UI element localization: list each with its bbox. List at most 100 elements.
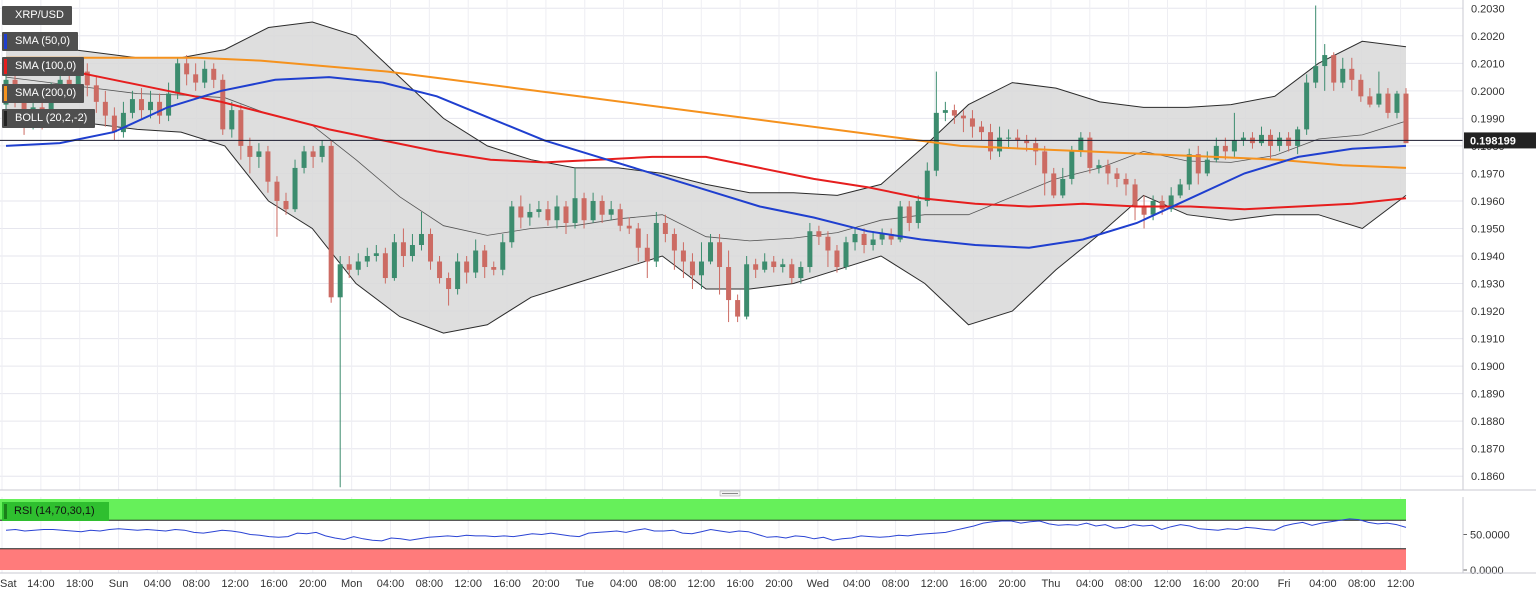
candle-body [1367, 96, 1373, 105]
candle [1313, 5, 1319, 89]
candle [211, 63, 217, 89]
candle-body [129, 99, 135, 113]
candle-body [1376, 93, 1382, 105]
candle-body [635, 228, 641, 248]
legend-sma100[interactable]: SMA (100,0) [2, 57, 85, 76]
candle-body [265, 151, 271, 182]
sma50-swatch [4, 34, 7, 49]
candle [120, 101, 126, 138]
legend-sma50[interactable]: SMA (50,0) [2, 32, 79, 51]
time-tick-label: 04:00 [1309, 578, 1337, 590]
candle [482, 245, 488, 279]
candle-body [148, 101, 154, 111]
time-tick-label: Tue [575, 578, 594, 590]
candle-body [1141, 206, 1147, 215]
candle-body [744, 264, 750, 317]
candle-body [554, 206, 560, 221]
candle [193, 63, 199, 91]
candle-body [1403, 93, 1409, 144]
sma100-swatch [4, 59, 7, 74]
candle [1096, 159, 1102, 174]
boll-swatch [4, 111, 7, 126]
candle-body [93, 85, 99, 102]
candle [238, 104, 244, 160]
legend-rsi[interactable]: RSI (14,70,30,1) [2, 502, 109, 521]
candle-body [599, 200, 605, 215]
candle-body [771, 261, 777, 268]
price-tick-label: 0.1940 [1471, 251, 1505, 263]
candle [735, 294, 741, 323]
time-tick-label: Fri [1278, 578, 1291, 590]
candle-body [157, 101, 163, 116]
time-tick-label: 20:00 [765, 578, 793, 590]
candle-body [915, 200, 921, 223]
candle-body [1051, 173, 1057, 196]
candle-body [708, 242, 714, 262]
candle-body [563, 206, 569, 223]
candle [1385, 88, 1391, 119]
time-tick-label: 20:00 [1231, 578, 1259, 590]
candle [960, 110, 966, 133]
candle-body [102, 101, 108, 116]
candle-body [988, 132, 994, 152]
candle-body [834, 250, 840, 268]
candle-body [798, 267, 804, 279]
legend-boll[interactable]: BOLL (20,2,-2) [2, 109, 96, 128]
candle [834, 245, 840, 273]
rsi-line [5, 518, 1407, 542]
legend-sma200[interactable]: SMA (200,0) [2, 84, 85, 103]
legend-symbol: XRP/USD [2, 6, 72, 25]
candle [1141, 195, 1147, 229]
price-tick-label: 0.1890 [1471, 389, 1505, 401]
candle [1204, 151, 1210, 177]
candle-body [455, 261, 461, 290]
candle-body [1015, 137, 1021, 141]
candle-body [473, 250, 479, 273]
candle-body [310, 151, 316, 157]
candle [1069, 145, 1075, 185]
legend-sma200-label: SMA (200,0) [15, 87, 77, 99]
candle [1240, 132, 1246, 146]
time-tick-label: 08:00 [882, 578, 910, 590]
candle-body [807, 231, 813, 268]
time-tick-label: 08:00 [182, 578, 210, 590]
candle [428, 228, 434, 270]
rsi-oversold-zone [0, 548, 1406, 570]
candle-body [1132, 184, 1138, 207]
candle [274, 176, 280, 237]
candle-body [1204, 159, 1210, 174]
candle [626, 217, 632, 234]
candle [391, 233, 397, 281]
candle [1042, 145, 1048, 196]
time-tick-label: 08:00 [416, 578, 444, 590]
candle [545, 200, 551, 226]
candle [409, 233, 415, 262]
candle-body [193, 74, 199, 83]
price-tick-label: 0.1970 [1471, 168, 1505, 180]
candle [111, 107, 117, 141]
time-tick-label: 04:00 [144, 578, 172, 590]
candle-body [328, 145, 334, 298]
candle [400, 228, 406, 268]
candle-body [1322, 55, 1328, 67]
candle [1015, 129, 1021, 149]
time-tick-label: 16:00 [260, 578, 288, 590]
candle [527, 203, 533, 226]
candle [1258, 126, 1264, 146]
candle [310, 145, 316, 168]
candle-body [951, 110, 957, 116]
candle [635, 222, 641, 262]
candle [861, 228, 867, 254]
candle [662, 214, 668, 243]
candle [473, 239, 479, 279]
candle-body [1231, 140, 1237, 152]
candle-body [66, 79, 72, 89]
candle-body [75, 71, 81, 89]
candle-body [924, 170, 930, 201]
candle [988, 123, 994, 160]
price-tick-label: 0.1950 [1471, 223, 1505, 235]
candle [1123, 173, 1129, 196]
candle [265, 145, 271, 193]
price-tick-label: 0.1910 [1471, 334, 1505, 346]
